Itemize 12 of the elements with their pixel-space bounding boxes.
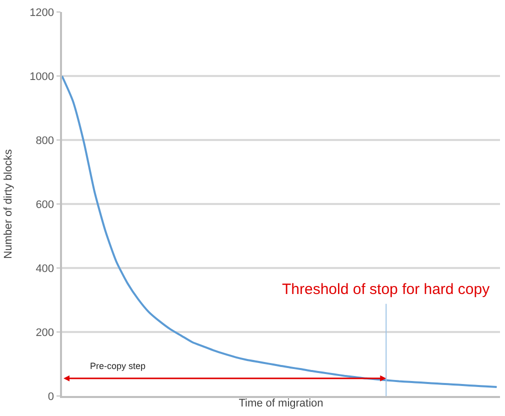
y-tick-label: 0 <box>48 390 54 403</box>
y-axis-title: Number of dirty blocks <box>2 148 15 259</box>
annotation: Pre-copy step <box>90 361 146 371</box>
y-tick-label: 600 <box>36 198 54 211</box>
x-axis-title: Time of migration <box>238 397 324 410</box>
y-tick-label: 1000 <box>30 70 54 83</box>
y-tick-label: 200 <box>36 326 54 339</box>
y-tick-label: 800 <box>36 134 54 147</box>
annotation: Threshold of stop for hard copy <box>282 281 490 298</box>
y-tick-label: 400 <box>36 262 54 275</box>
y-tick-label: 1200 <box>30 6 54 19</box>
line-series <box>62 75 498 388</box>
